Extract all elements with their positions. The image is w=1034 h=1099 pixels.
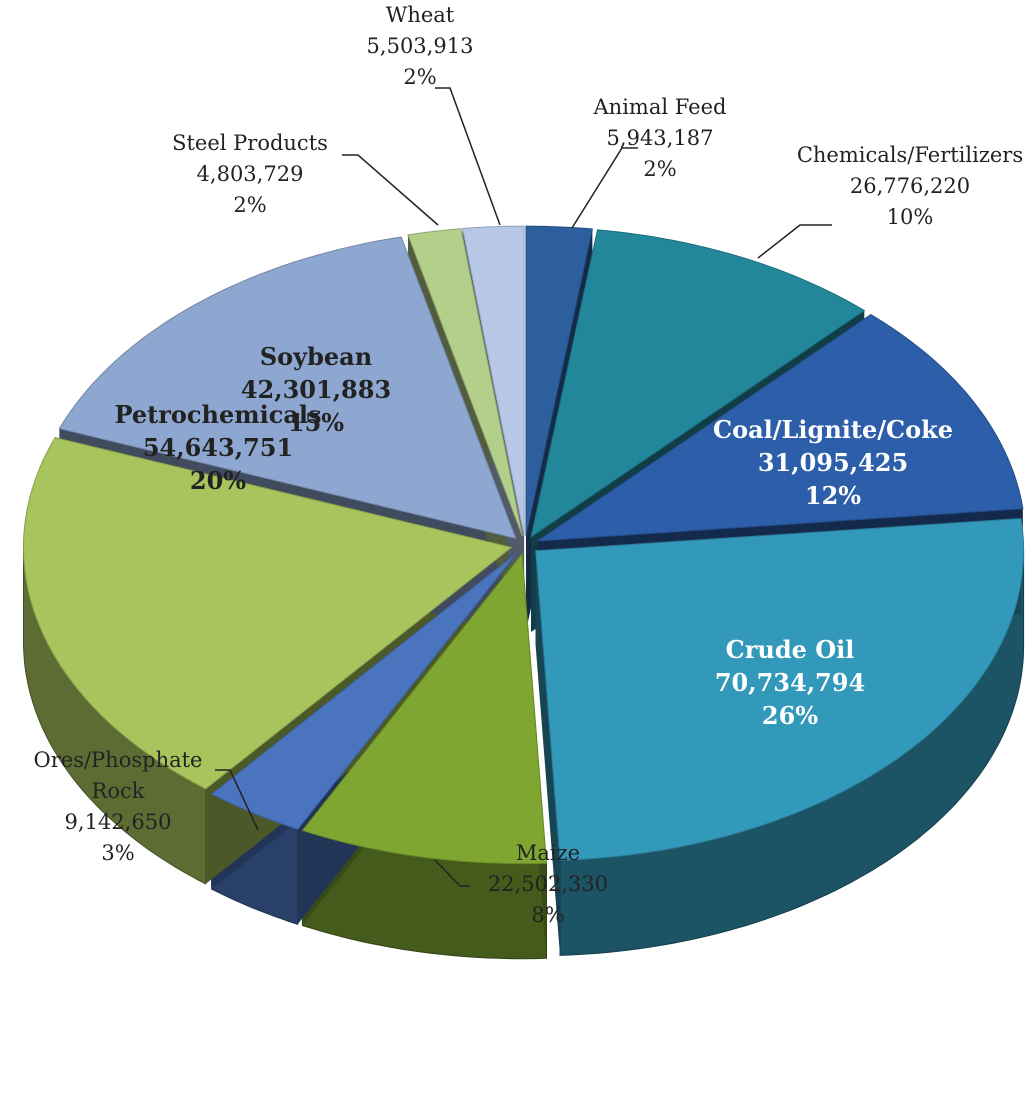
label-percent: 12%	[804, 481, 862, 510]
label-value: 5,503,913	[366, 34, 474, 58]
label-value: 22,502,330	[487, 872, 609, 896]
leader-line	[571, 147, 638, 229]
label-percent: 15%	[287, 408, 345, 437]
label-name: Petrochemicals	[114, 400, 322, 429]
label-value: 31,095,425	[757, 448, 909, 477]
label-percent: 3%	[101, 841, 135, 865]
slice	[535, 314, 1024, 542]
label-value: 42,301,883	[240, 375, 392, 404]
data-label: Steel Products 4,803,729 2%	[130, 128, 370, 221]
leader-line	[215, 769, 259, 831]
label-percent: 20%	[189, 466, 247, 495]
label-name: Maize	[515, 841, 581, 865]
label-percent: 2%	[643, 157, 677, 181]
slice	[301, 552, 548, 865]
label-percent: 26%	[761, 701, 819, 730]
label-value: 54,643,751	[142, 433, 294, 462]
label-name: Animal Feed	[593, 95, 727, 119]
pie-tops	[22, 225, 1025, 865]
label-name: Crude Oil	[725, 635, 855, 664]
label-name: Coal/Lignite/Coke	[713, 415, 954, 444]
label-value: 4,803,729	[196, 162, 304, 186]
leader-line	[342, 154, 439, 226]
label-percent: 2%	[403, 65, 437, 89]
label-name: Chemicals/Fertilizers	[796, 143, 1024, 167]
label-value: 70,734,794	[714, 668, 866, 697]
leader-line	[435, 87, 501, 226]
data-label: Maize 22,502,330 8%	[428, 838, 668, 931]
slice	[407, 228, 523, 537]
leader-line	[757, 224, 832, 259]
slice-side	[535, 550, 561, 956]
slice	[22, 437, 513, 790]
label-name: Soybean	[259, 342, 373, 371]
leader-line	[434, 859, 470, 887]
label-value: 5,943,187	[606, 126, 714, 150]
data-label: Soybean 42,301,883 15%	[196, 340, 436, 439]
label-value: 26,776,220	[849, 174, 971, 198]
label-percent: 10%	[886, 205, 934, 229]
data-label: Crude Oil 70,734,794 26%	[670, 633, 910, 732]
slice	[58, 236, 517, 540]
label-value: 9,142,650	[64, 810, 172, 834]
label-percent: 2%	[233, 193, 267, 217]
slice	[210, 552, 518, 830]
data-label: Wheat 5,503,913 2%	[300, 0, 540, 93]
data-label: Coal/Lignite/Coke 31,095,425 12%	[713, 413, 953, 512]
label-name: Steel Products	[172, 131, 328, 155]
slice	[535, 517, 1025, 861]
label-name: Ores/Phosphate Rock	[33, 748, 203, 803]
label-name: Wheat	[385, 3, 455, 27]
data-label: Ores/Phosphate Rock 9,142,650 3%	[13, 745, 223, 869]
slice	[525, 225, 594, 537]
data-label: Animal Feed 5,943,187 2%	[540, 92, 780, 185]
label-percent: 8%	[531, 903, 565, 927]
data-label: Chemicals/Fertilizers 26,776,220 10%	[790, 140, 1030, 233]
slice	[461, 225, 525, 537]
slice	[530, 229, 866, 539]
data-label: Petrochemicals 54,643,751 20%	[98, 398, 338, 497]
